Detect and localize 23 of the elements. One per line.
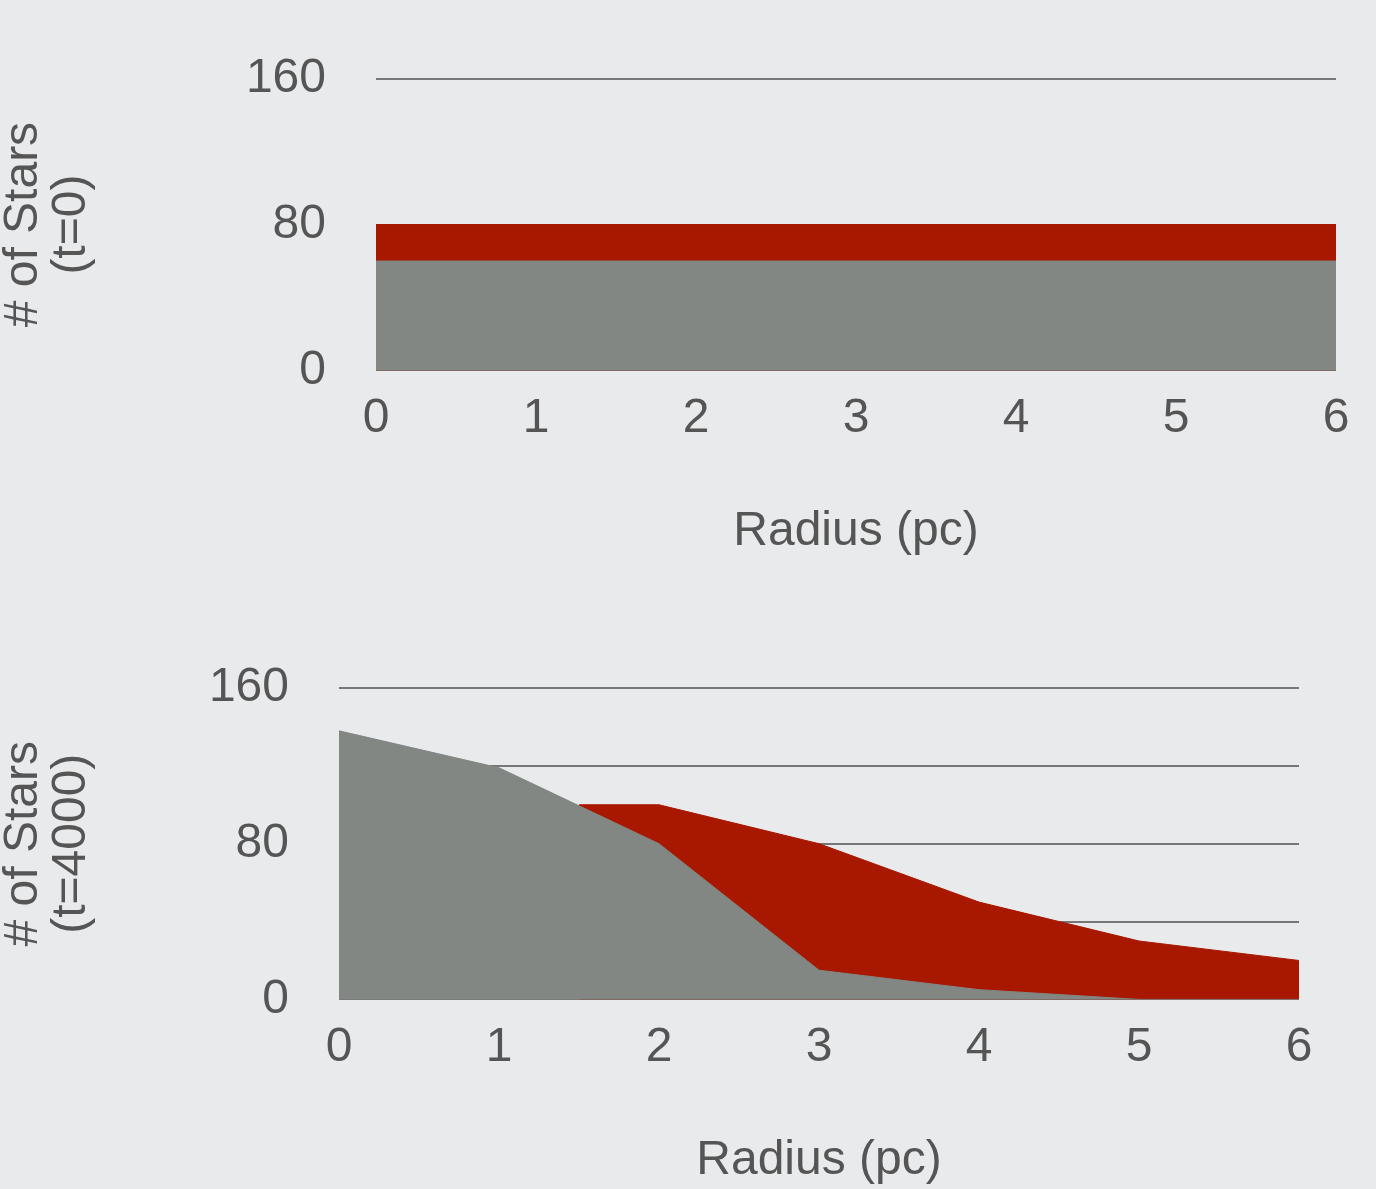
- x-tick-label: 4: [965, 1018, 993, 1072]
- x-tick-label: 5: [1162, 389, 1190, 443]
- x-tick-label: 2: [682, 389, 710, 443]
- x-axis-title: Radius (pc): [696, 1131, 942, 1185]
- x-tick-label: 6: [1285, 1018, 1313, 1072]
- y-tick-label: 80: [272, 194, 326, 248]
- x-tick-label: 3: [805, 1018, 833, 1072]
- y-tick-label: 0: [262, 969, 289, 1023]
- y-axis-title: # of Stars (t=0): [0, 121, 96, 328]
- y-axis-title: # of Stars (t=4000): [0, 740, 96, 947]
- x-axis-title: Radius (pc): [733, 502, 979, 556]
- x-tick-label: 6: [1322, 389, 1350, 443]
- y-tick-label: 160: [208, 658, 289, 712]
- x-tick-label: 3: [842, 389, 870, 443]
- x-tick-label: 4: [1002, 389, 1030, 443]
- y-tick-label: 160: [245, 49, 326, 103]
- x-tick-label: 0: [362, 389, 390, 443]
- x-tick-label: 2: [645, 1018, 673, 1072]
- x-tick-label: 1: [485, 1018, 513, 1072]
- y-tick-label: 80: [235, 813, 289, 867]
- x-tick-label: 5: [1125, 1018, 1153, 1072]
- y-tick-label: 0: [299, 340, 326, 394]
- x-tick-label: 1: [522, 389, 550, 443]
